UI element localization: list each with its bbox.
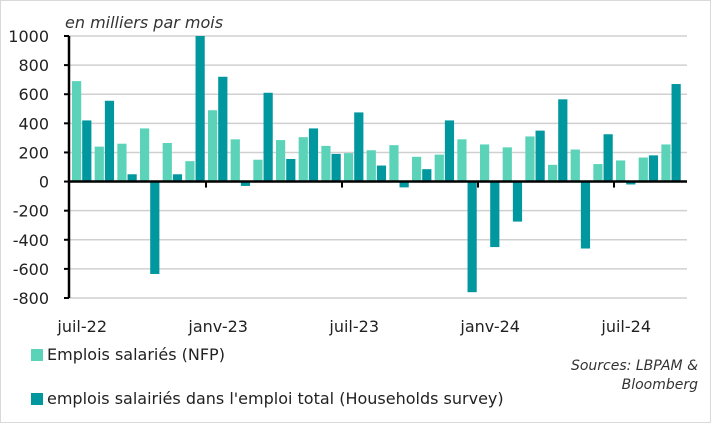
y-tick-label: 400	[18, 114, 49, 133]
x-tick-label: janv-23	[187, 317, 248, 336]
legend-label: emplois salairiés dans l'emploi total (H…	[47, 389, 504, 408]
bar-nfp-juil-24	[616, 160, 626, 182]
bar-households-juin-23	[331, 153, 341, 182]
bar-nfp-juil-23	[344, 153, 354, 182]
bar-households-juil-24	[626, 181, 636, 185]
bar-households-juil-22	[82, 120, 92, 182]
bar-nfp-janv-24	[480, 144, 490, 182]
bar-nfp-sept-24	[661, 144, 671, 182]
bar-households-sept-22	[127, 174, 137, 182]
y-tick-label: 200	[18, 143, 49, 162]
x-tick-label: juil-23	[328, 317, 379, 336]
bar-households-janv-24	[490, 181, 500, 248]
bar-households-mai-24	[580, 181, 591, 249]
bar-nfp-août-24	[638, 157, 648, 182]
y-tick-label: -600	[13, 260, 49, 279]
bar-nfp-juin-24	[593, 164, 603, 182]
source-line: Bloomberg	[621, 377, 698, 393]
bar-nfp-mai-23	[298, 137, 308, 182]
bar-nfp-déc-23	[457, 139, 467, 182]
bar-nfp-nov-22	[162, 142, 172, 182]
bar-households-avr-24	[558, 99, 568, 182]
bar-nfp-nov-23	[434, 154, 444, 182]
bar-households-oct-22	[150, 181, 160, 274]
bar-households-févr-23	[240, 181, 251, 186]
y-tick-label: -400	[13, 231, 49, 250]
bar-households-avr-23	[286, 158, 296, 182]
bar-nfp-sept-22	[117, 143, 127, 182]
legend-label: Emplois salariés (NFP)	[47, 345, 225, 364]
bar-households-mars-24	[535, 130, 545, 182]
y-tick-label: -800	[13, 289, 49, 308]
x-tick-label: juil-22	[56, 317, 107, 336]
bar-households-juil-23	[354, 112, 364, 182]
bar-households-mai-23	[308, 128, 319, 182]
bar-households-févr-24	[512, 181, 523, 222]
bar-households-juin-24	[603, 134, 613, 182]
source-note: Sources: LBPAM & Bloomberg	[571, 357, 698, 395]
bar-households-déc-23	[467, 181, 477, 293]
bar-nfp-août-23	[366, 150, 376, 182]
bar-nfp-déc-22	[185, 161, 195, 182]
bar-households-sept-23	[399, 181, 409, 188]
bar-nfp-avr-24	[548, 164, 558, 182]
bar-nfp-juin-23	[321, 145, 331, 182]
legend-swatch	[31, 348, 43, 361]
y-tick-label: 0	[39, 173, 49, 192]
legend-item-households: emplois salairiés dans l'emploi total (H…	[31, 389, 504, 408]
x-tick-label: juil-24	[600, 317, 651, 336]
bar-nfp-oct-22	[140, 128, 150, 182]
bar-nfp-mars-24	[525, 136, 535, 182]
unit-label: en milliers par mois	[65, 13, 224, 32]
bar-nfp-juil-22	[72, 81, 82, 182]
bar-households-nov-22	[172, 174, 183, 182]
bar-nfp-oct-23	[412, 156, 422, 182]
bar-households-sept-24	[671, 84, 681, 182]
bar-households-nov-23	[444, 120, 455, 182]
y-tick-label: 1000	[8, 27, 49, 46]
x-tick-label: janv-24	[459, 317, 520, 336]
bar-nfp-août-22	[94, 146, 104, 182]
source-line: Sources: LBPAM &	[570, 358, 698, 374]
bar-nfp-avr-23	[276, 140, 286, 182]
bar-nfp-févr-24	[502, 147, 512, 182]
bar-households-août-22	[104, 100, 115, 182]
bar-nfp-janv-23	[208, 110, 218, 182]
y-tick-label: 600	[18, 85, 49, 104]
y-tick-label: -200	[13, 202, 49, 221]
bar-nfp-févr-23	[230, 139, 240, 182]
y-tick-label: 800	[18, 56, 49, 75]
bar-households-oct-23	[422, 169, 432, 182]
bar-nfp-mai-24	[570, 149, 580, 182]
bar-households-déc-22	[195, 36, 205, 182]
bar-households-mars-23	[263, 92, 273, 182]
bar-households-août-24	[648, 155, 659, 182]
bar-nfp-mars-23	[253, 159, 263, 182]
bar-households-août-23	[376, 165, 387, 182]
legend-swatch	[31, 392, 43, 405]
bar-households-janv-23	[218, 76, 228, 182]
legend-item-nfp: Emplois salariés (NFP)	[31, 345, 225, 364]
bar-nfp-sept-23	[389, 145, 399, 182]
